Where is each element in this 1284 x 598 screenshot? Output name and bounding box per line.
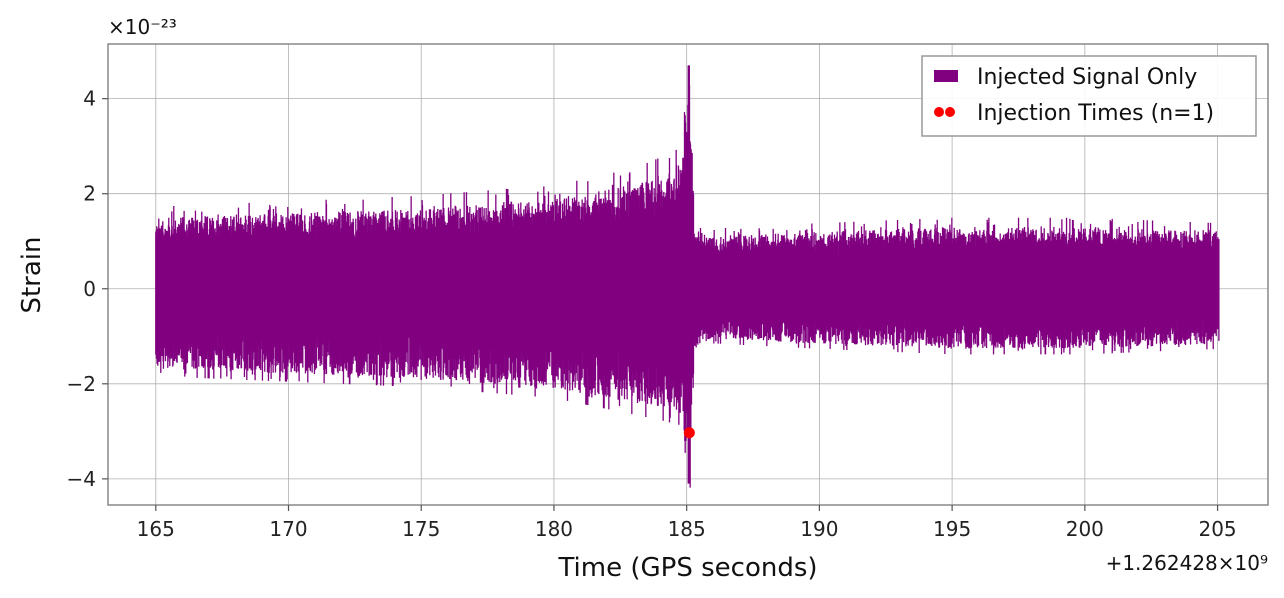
legend-label-injection: Injection Times (n=1) — [977, 101, 1214, 126]
plot-frame — [107, 43, 1269, 506]
legend-marker-injection-right — [945, 107, 955, 117]
x-axis-ticks: 165 170 175 180 185 190 195 200 205 — [137, 505, 1237, 541]
x-axis-label: Time (GPS seconds) — [557, 553, 817, 583]
y-tick-label: 0 — [83, 277, 96, 301]
y-tick-label: 4 — [83, 87, 96, 111]
injection-point — [683, 427, 695, 439]
x-tick-label: 205 — [1198, 517, 1236, 541]
signal-band — [155, 65, 1220, 488]
legend-label-signal: Injected Signal Only — [977, 65, 1197, 90]
y-axis-ticks: −4 −2 0 2 4 — [67, 87, 108, 491]
legend-marker-injection-left — [934, 107, 944, 117]
y-scale-label: ×10⁻²³ — [108, 15, 177, 39]
y-axis-label: Strain — [17, 236, 47, 313]
legend-box — [921, 55, 1257, 137]
x-tick-label: 170 — [269, 517, 307, 541]
legend: Injected Signal Only Injection Times (n=… — [921, 55, 1257, 137]
x-offset-label: +1.262428×10⁹ — [1106, 551, 1268, 575]
x-tick-label: 185 — [668, 517, 706, 541]
y-tick-label: 2 — [83, 182, 96, 206]
x-tick-label: 175 — [402, 517, 440, 541]
x-tick-label: 180 — [535, 517, 573, 541]
y-tick-label: −4 — [67, 467, 96, 491]
signal-trace — [155, 84, 1220, 488]
injection-markers — [683, 427, 695, 439]
x-tick-label: 165 — [137, 517, 175, 541]
x-tick-label: 190 — [800, 517, 838, 541]
x-tick-label: 195 — [933, 517, 971, 541]
legend-swatch-signal — [934, 70, 958, 82]
x-tick-label: 200 — [1066, 517, 1104, 541]
y-tick-label: −2 — [67, 372, 96, 396]
